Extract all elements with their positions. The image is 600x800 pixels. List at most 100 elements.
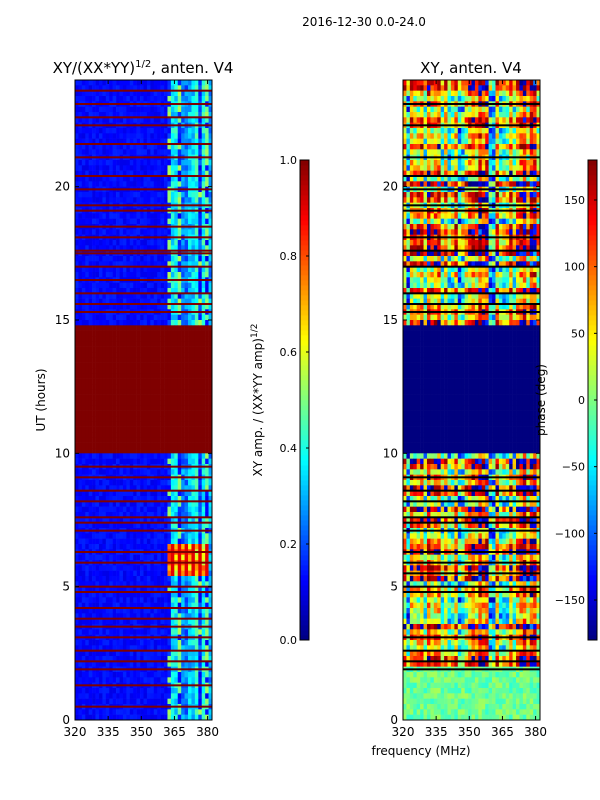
heatmap-cell [105,688,110,694]
colorbar-band [300,385,309,391]
heatmap-cell [102,160,107,166]
heatmap-cell [205,570,209,577]
heatmap-cell [164,293,168,299]
heatmap-cell [92,112,96,118]
heatmap-cell [85,160,89,166]
heatmap-cell [105,170,110,177]
heatmap-cell [205,384,209,390]
heatmap-cell [133,106,137,113]
heatmap-cell [85,709,89,715]
heatmap-cell [146,490,151,497]
heatmap-cell [92,426,96,433]
heatmap-cell [160,165,165,171]
heatmap-cell [92,458,96,465]
heatmap-cell [188,229,192,235]
heatmap-cell [119,597,124,603]
colorbar-band [300,160,309,166]
heatmap-cell [109,570,113,577]
heatmap-cell [174,554,179,561]
heatmap-cell [140,362,144,369]
heatmap-cell [78,618,83,625]
heatmap-cell [143,709,148,715]
heatmap-cell [164,160,168,166]
heatmap-cell [116,325,120,331]
heatmap-cell [95,533,100,539]
heatmap-cell [167,592,172,598]
heatmap-cell [174,288,179,294]
heatmap-cell [167,384,172,390]
heatmap-cell [78,80,83,86]
heatmap-cell [105,400,110,406]
y-tick-label: 0 [62,713,70,727]
heatmap-cell [133,160,137,166]
colorbar-band [300,205,309,211]
heatmap-cell [85,480,89,486]
heatmap-cell [146,133,151,139]
heatmap-cell [95,176,100,182]
heatmap-cell [105,410,110,417]
heatmap-cell [88,213,93,219]
heatmap-cell [129,496,134,502]
heatmap-cell [119,490,124,497]
heatmap-cell [150,176,155,182]
heatmap-cell [188,640,192,646]
heatmap-cell [177,501,182,507]
heatmap-cell [160,608,165,614]
heatmap-cell [201,80,206,86]
heatmap-cell [85,421,89,427]
colorbar-band [300,395,309,401]
heatmap-cell [81,426,86,433]
heatmap-cell [116,469,120,475]
heatmap-cell [198,362,203,369]
heatmap-cell [92,133,96,139]
heatmap-cell [109,586,113,593]
heatmap-cell [181,629,185,635]
heatmap-cell [181,213,185,219]
heatmap-cell [112,288,117,294]
heatmap-cell [208,181,213,187]
heatmap-cell [150,576,155,582]
heatmap-cell [102,256,107,262]
heatmap-cell [126,368,131,374]
heatmap-cell [85,133,89,139]
heatmap-cell [174,416,179,422]
heatmap-cell [208,442,213,449]
heatmap-cell [116,544,120,550]
heatmap-cell [194,698,199,705]
heatmap-cell [198,613,203,619]
heatmap-cell [146,640,151,646]
heatmap-cell [164,570,168,577]
heatmap-cell [160,106,165,113]
heatmap-cell [184,517,189,523]
heatmap-cell [160,501,165,507]
heatmap-cell [88,144,93,150]
colorbar-band [300,185,309,191]
heatmap-cell [116,336,120,342]
heatmap-cell [88,410,93,417]
heatmap-cell [112,544,117,550]
heatmap-cell [102,133,107,139]
heatmap-cell [88,240,93,246]
heatmap-cell [136,394,141,401]
heatmap-cell [201,90,206,97]
heatmap-cell [119,218,124,225]
heatmap-cell [191,160,196,166]
heatmap-cell [126,586,131,593]
heatmap-cell [136,133,141,139]
heatmap-cell [205,85,209,91]
heatmap-cell [92,453,96,459]
heatmap-cell [92,581,96,587]
heatmap-cell [170,581,175,587]
heatmap-cell [208,480,213,486]
heatmap-cell [136,570,141,577]
heatmap-cell [136,181,141,187]
heatmap-cell [133,645,137,651]
heatmap-cell [78,410,83,417]
heatmap-cell [98,298,103,305]
heatmap-cell [170,80,175,86]
heatmap-cell [92,138,96,145]
heatmap-cell [102,378,107,385]
heatmap-cell [126,581,131,587]
heatmap-cell [88,352,93,358]
heatmap-cell [95,128,100,134]
